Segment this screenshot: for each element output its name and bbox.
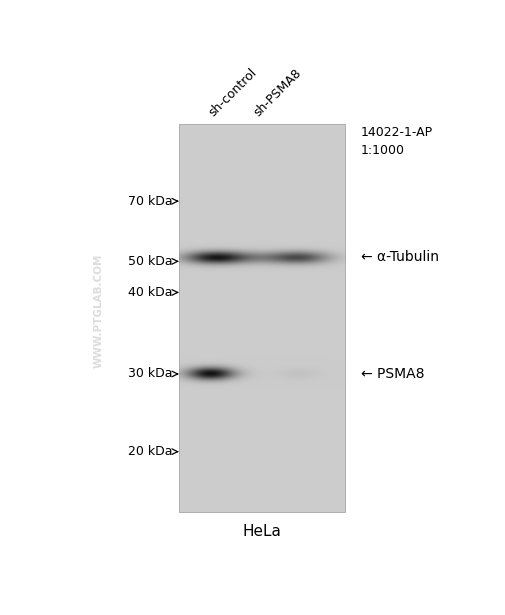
Text: 30 kDa: 30 kDa [128,368,173,381]
Text: 40 kDa: 40 kDa [128,286,173,299]
Text: HeLa: HeLa [242,524,281,539]
Text: 70 kDa: 70 kDa [128,195,173,208]
Text: 50 kDa: 50 kDa [128,255,173,268]
Text: 14022-1-AP
1:1000: 14022-1-AP 1:1000 [361,126,433,157]
Text: ← PSMA8: ← PSMA8 [361,367,424,381]
Text: sh-PSMA8: sh-PSMA8 [251,66,304,119]
Text: 20 kDa: 20 kDa [128,445,173,458]
Bar [179,124,345,512]
Text: ← α-Tubulin: ← α-Tubulin [361,250,438,264]
Text: sh-control: sh-control [206,66,259,119]
Text: WWW.PTGLAB.COM: WWW.PTGLAB.COM [93,253,104,368]
